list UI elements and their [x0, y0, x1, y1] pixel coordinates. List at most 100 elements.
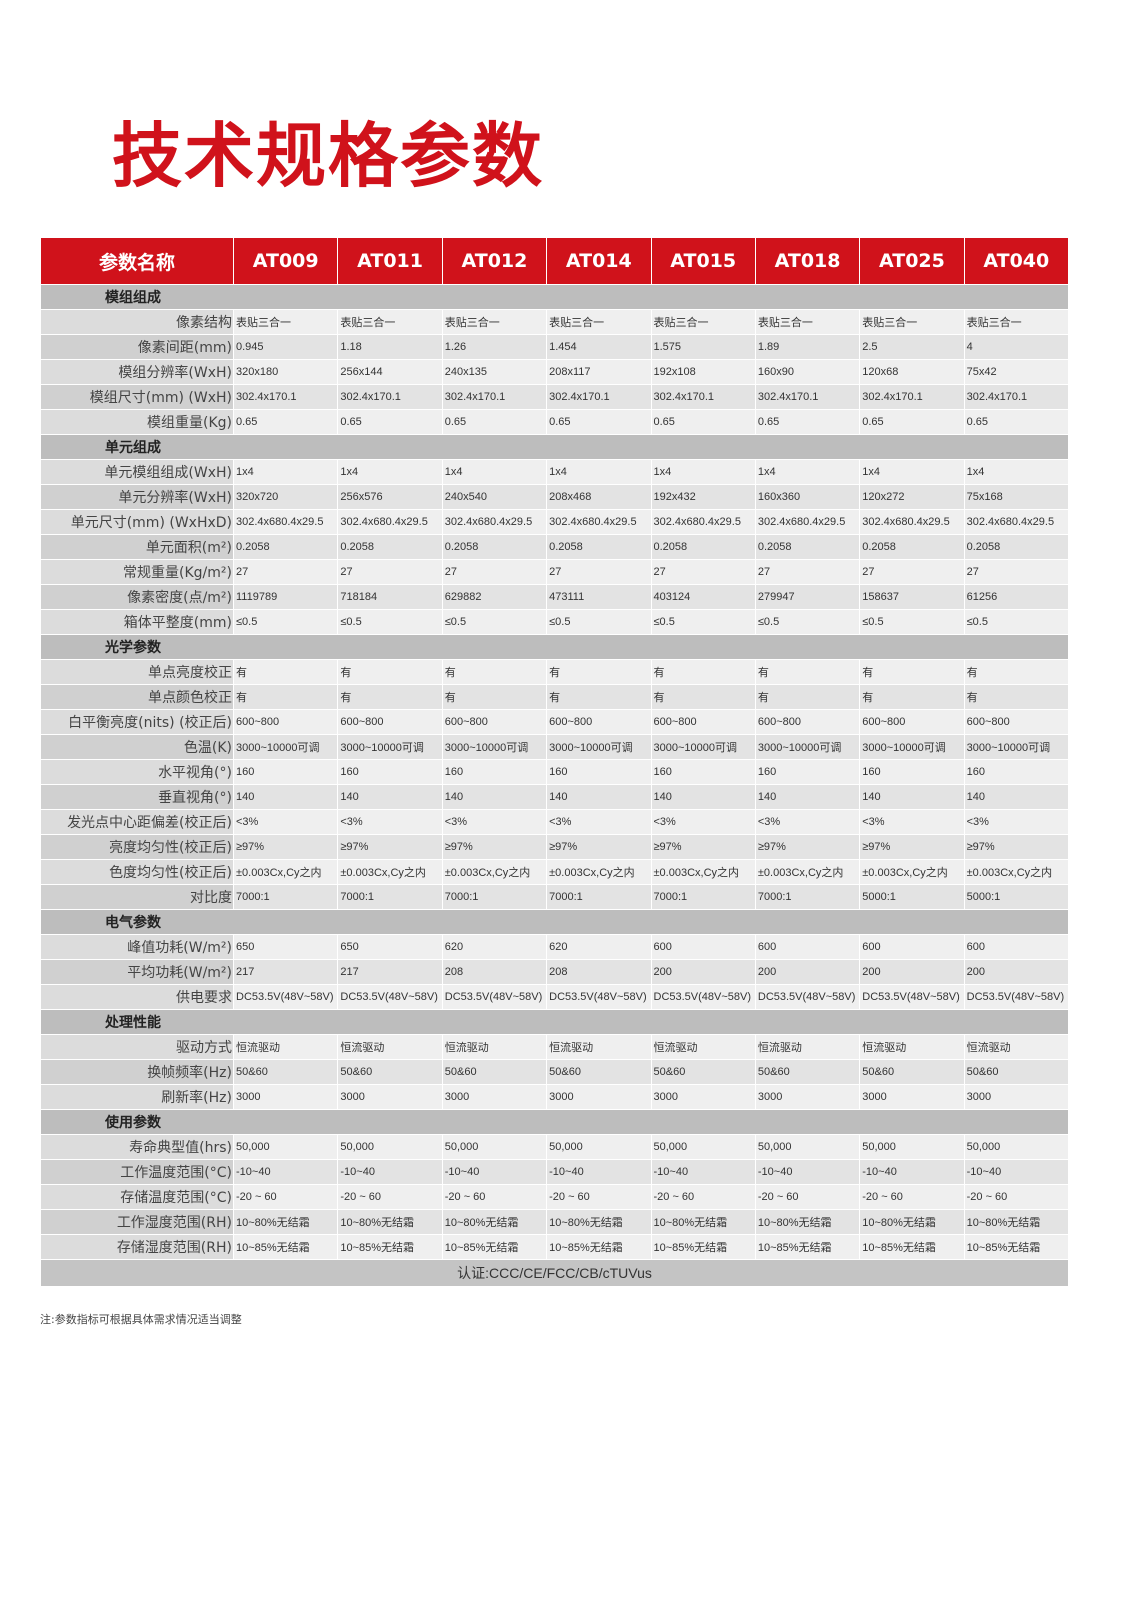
table-row: 换帧频率(Hz) 50&60 50&60 50&60 50&60 50&60 50&60 50…	[40, 1059, 1070, 1085]
table-cell: 0.65	[546, 409, 652, 435]
table-cell: 50&60	[963, 1059, 1070, 1085]
table-cell: <3%	[546, 809, 652, 835]
row-label: 水平视角(°)	[40, 759, 234, 785]
column-header-model: AT011	[337, 238, 443, 285]
table-cell: 27	[963, 559, 1070, 585]
table-cell: 恒流驱动	[963, 1034, 1070, 1060]
table-cell: 208	[546, 959, 652, 985]
table-cell: 7000:1	[232, 884, 339, 910]
table-row: 色温(K) 3000~10000可调 3000~10000可调 3000~10000可…	[40, 734, 1070, 760]
table-cell: ≤0.5	[650, 609, 756, 635]
table-cell: ≥97%	[650, 834, 756, 860]
table-cell: 200	[859, 959, 965, 985]
table-cell: 0.2058	[441, 534, 548, 560]
row-label: 像素密度(点/m²)	[40, 584, 234, 610]
table-cell: -10~40	[963, 1159, 1070, 1185]
table-cell: DC53.5V(48V~58V)	[754, 984, 861, 1010]
table-cell: ≤0.5	[754, 609, 861, 635]
table-cell: 620	[546, 934, 652, 960]
table-cell: 158637	[859, 584, 965, 610]
table-row: 工作湿度范围(RH) 10~80%无结霜 10~80%无结霜 10~80%无结霜 10~…	[40, 1209, 1070, 1235]
table-cell: 3000	[337, 1084, 443, 1110]
table-row: 单元模组组成(WxH) 1x4 1x4 1x4 1x4 1x4 1x4 1x4 1x4	[40, 459, 1070, 485]
section-title: 单元组成	[40, 434, 1069, 460]
table-cell: 403124	[650, 584, 756, 610]
table-cell: 有	[650, 684, 756, 710]
table-cell: ≥97%	[232, 834, 339, 860]
table-cell: -20 ~ 60	[754, 1184, 861, 1210]
table-cell: -10~40	[754, 1159, 861, 1185]
table-cell: 27	[337, 559, 443, 585]
table-cell: 有	[963, 659, 1070, 685]
table-cell: 302.4x680.4x29.5	[232, 509, 339, 535]
table-cell: 有	[963, 684, 1070, 710]
table-cell: 600~800	[650, 709, 756, 735]
table-cell: 256x576	[337, 484, 443, 510]
table-cell: 有	[650, 659, 756, 685]
table-cell: 600~800	[754, 709, 861, 735]
table-cell: 50,000	[963, 1134, 1070, 1160]
table-cell: -10~40	[650, 1159, 756, 1185]
table-cell: 有	[441, 659, 548, 685]
table-cell: 256x144	[337, 359, 443, 385]
table-cell: 200	[754, 959, 861, 985]
table-cell: 629882	[441, 584, 548, 610]
table-cell: 50,000	[337, 1134, 443, 1160]
table-cell: 有	[546, 659, 652, 685]
row-label: 换帧频率(Hz)	[40, 1059, 234, 1085]
table-cell: 302.4x680.4x29.5	[859, 509, 965, 535]
table-cell: 50&60	[441, 1059, 548, 1085]
table-cell: 50,000	[650, 1134, 756, 1160]
table-cell: 10~85%无结霜	[546, 1234, 652, 1260]
table-cell: -20 ~ 60	[337, 1184, 443, 1210]
row-label: 单元尺寸(mm) (WxHxD)	[40, 509, 234, 535]
table-cell: ≥97%	[859, 834, 965, 860]
table-row: 平均功耗(W/m²) 217 217 208 208 200 200 200 200	[40, 959, 1070, 985]
table-cell: ±0.003Cx,Cy之内	[963, 859, 1070, 885]
row-label: 单元面积(m²)	[40, 534, 234, 560]
table-row: 模组分辨率(WxH) 320x180 256x144 240x135 208x117 19…	[40, 359, 1070, 385]
table-row: 单元面积(m²) 0.2058 0.2058 0.2058 0.2058 0.2058 0.…	[40, 534, 1070, 560]
table-row: 白平衡亮度(nits) (校正后) 600~800 600~800 600~800 60…	[40, 709, 1070, 735]
table-cell: 有	[859, 659, 965, 685]
section-row: 使用参数	[40, 1109, 1069, 1135]
table-cell: 302.4x170.1	[441, 384, 548, 410]
table-cell: 302.4x170.1	[232, 384, 339, 410]
table-cell: 3000~10000可调	[441, 734, 548, 760]
table-row: 色度均匀性(校正后) ±0.003Cx,Cy之内 ±0.003Cx,Cy之内 ±0.0…	[40, 859, 1070, 885]
table-cell: 0.2058	[754, 534, 861, 560]
row-label: 单元模组组成(WxH)	[40, 459, 234, 485]
table-cell: <3%	[859, 809, 965, 835]
row-label: 寿命典型值(hrs)	[40, 1134, 234, 1160]
row-label: 发光点中心距偏差(校正后)	[40, 809, 234, 835]
table-cell: 0.2058	[546, 534, 652, 560]
column-header-model: AT018	[754, 238, 861, 285]
table-row: 垂直视角(°) 140 140 140 140 140 140 140 140	[40, 784, 1070, 810]
row-label: 供电要求	[40, 984, 234, 1010]
table-cell: 恒流驱动	[232, 1034, 339, 1060]
table-cell: 有	[441, 684, 548, 710]
table-cell: ≤0.5	[232, 609, 339, 635]
row-label: 平均功耗(W/m²)	[40, 959, 234, 985]
table-cell: 恒流驱动	[441, 1034, 548, 1060]
row-label: 像素间距(mm)	[40, 334, 234, 360]
row-label: 峰值功耗(W/m²)	[40, 934, 234, 960]
table-cell: 302.4x680.4x29.5	[650, 509, 756, 535]
table-cell: 140	[650, 784, 756, 810]
table-cell: 10~85%无结霜	[232, 1234, 339, 1260]
section-row: 处理性能	[40, 1009, 1069, 1035]
table-cell: 50,000	[859, 1134, 965, 1160]
table-cell: 217	[337, 959, 443, 985]
table-cell: 10~85%无结霜	[859, 1234, 965, 1260]
table-cell: 160	[754, 759, 861, 785]
table-cell: 1x4	[337, 459, 443, 485]
table-cell: 3000	[441, 1084, 548, 1110]
table-cell: 3000	[754, 1084, 861, 1110]
table-cell: 10~80%无结霜	[754, 1209, 861, 1235]
row-label: 垂直视角(°)	[40, 784, 234, 810]
table-cell: -10~40	[232, 1159, 339, 1185]
table-cell: <3%	[650, 809, 756, 835]
table-cell: 208x468	[546, 484, 652, 510]
table-cell: ±0.003Cx,Cy之内	[650, 859, 756, 885]
table-cell: 600~800	[963, 709, 1070, 735]
